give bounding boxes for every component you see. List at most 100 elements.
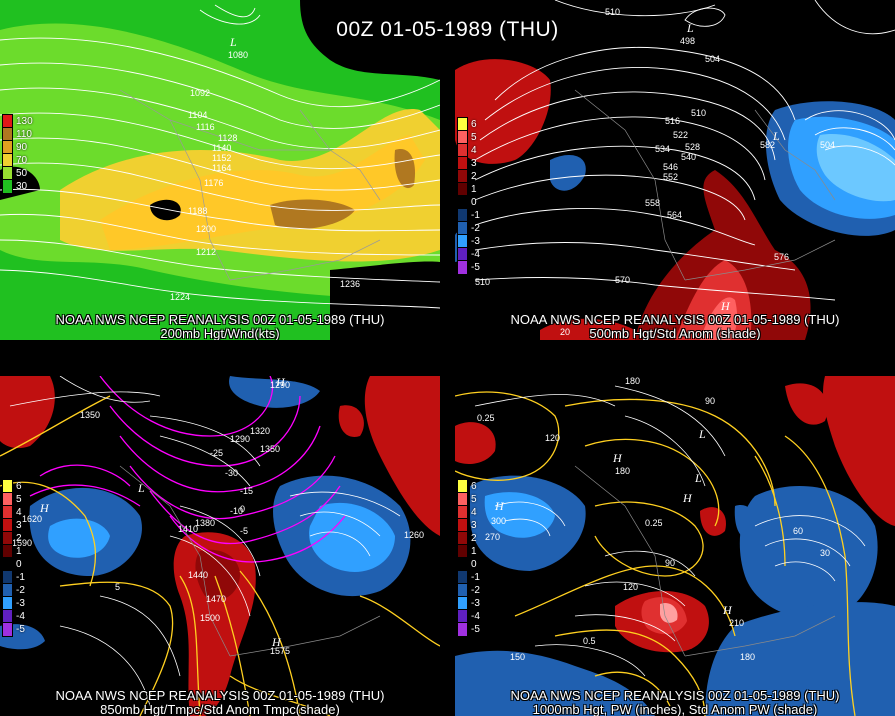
legend-label: 1 <box>471 184 477 195</box>
contour-label: 0 <box>240 504 245 514</box>
legend-label: -3 <box>16 598 25 609</box>
contour-label: 510 <box>691 108 706 118</box>
caption-line1: NOAA NWS NCEP REANALYSIS 00Z 01-05-1989 … <box>55 688 385 703</box>
high-marker: H <box>722 603 733 617</box>
contour-label: 1470 <box>206 594 226 604</box>
contour-label: -10 <box>230 506 243 516</box>
contour-label: 120 <box>623 582 638 592</box>
contour-label: 300 <box>491 516 506 526</box>
caption-line2: 1000mb Hgt, PW (inches), Std Anom PW (sh… <box>532 702 818 716</box>
contour-label: 1575 <box>270 646 290 656</box>
contour-label: 1290 <box>270 380 290 390</box>
caption-line2: 200mb Hgt/Wnd(kts) <box>160 326 280 341</box>
contour-label: 558 <box>645 198 660 208</box>
legend-label: 3 <box>471 158 477 169</box>
legend-label: 50 <box>16 168 28 179</box>
legend-label: 3 <box>16 520 22 531</box>
contour-label: 522 <box>673 130 688 140</box>
legend-label: -2 <box>16 585 25 596</box>
contour-label: 180 <box>625 376 640 386</box>
panel-200mb-map: 1080 1092 1104 1116 1128 1140 1152 1164 … <box>0 0 440 340</box>
contour-label: 576 <box>774 252 789 262</box>
legend-label: 2 <box>471 533 477 544</box>
legend-label: 4 <box>471 507 477 518</box>
legend-label: 0 <box>471 559 477 570</box>
contour-label: -25 <box>210 448 223 458</box>
high-marker: H <box>612 451 623 465</box>
legend-label: 6 <box>471 481 477 492</box>
contour-label: 1440 <box>188 570 208 580</box>
low-marker: L <box>698 427 706 441</box>
contour-label: 1590 <box>12 538 32 548</box>
contour-label: 1128 <box>218 133 237 143</box>
contour-label: 516 <box>665 116 680 126</box>
contour-label: 1200 <box>196 224 216 234</box>
map-850mb: 1380 1290 1350 1320 1290 1350 1380 1410 … <box>0 376 440 716</box>
legend-label: 2 <box>471 171 477 182</box>
legend-label: 6 <box>16 481 22 492</box>
legend-label: 30 <box>16 181 28 192</box>
high-marker: H <box>39 501 50 515</box>
legend-label: 110 <box>16 129 32 140</box>
contour-label: 60 <box>793 526 803 536</box>
contour-label: 546 <box>663 162 678 172</box>
contour-label: 534 <box>655 144 670 154</box>
contour-label: -15 <box>240 486 253 496</box>
high-marker: H <box>494 499 505 513</box>
contour-label: 1350 <box>260 444 280 454</box>
legend-label: 3 <box>471 520 477 531</box>
contour-label: 20 <box>560 327 570 337</box>
low-marker: L <box>694 471 702 485</box>
contour-label: 510 <box>475 277 490 287</box>
legend-label: 0 <box>16 559 22 570</box>
legend-850mb: 6 5 4 3 2 1 0 -1 -2 -3 -4 -5 <box>2 479 38 637</box>
high-marker: H <box>271 635 282 649</box>
contour-label: 1260 <box>404 530 424 540</box>
contour-label: 1140 <box>212 143 231 153</box>
caption-line1: NOAA NWS NCEP REANALYSIS 00Z 01-05-1989 … <box>510 688 840 703</box>
contour-label: 210 <box>729 618 744 628</box>
contour-label: 1188 <box>188 206 207 216</box>
contour-label: 270 <box>485 532 500 542</box>
contour-label: 552 <box>663 172 678 182</box>
caption-line1: NOAA NWS NCEP REANALYSIS 00Z 01-05-1989 … <box>55 312 385 327</box>
contour-label: 1410 <box>178 524 198 534</box>
contour-label: 1104 <box>188 110 207 120</box>
legend-swatch <box>2 179 13 194</box>
legend-label: -4 <box>16 611 25 622</box>
legend-label: 1 <box>16 546 22 557</box>
map-500mb: 510 498 504 510 516 522 528 534 540 546 … <box>455 0 895 340</box>
low-marker: L <box>772 129 780 143</box>
low-marker: L <box>229 35 237 49</box>
legend-label: -1 <box>471 572 480 583</box>
contour-label: 1116 <box>196 122 215 132</box>
contour-label: 1236 <box>340 279 360 289</box>
contour-label: 1380 <box>195 518 215 528</box>
legend-label: 5 <box>471 494 477 505</box>
contour-label: 1212 <box>196 247 216 257</box>
contour-label: 0.25 <box>477 413 495 423</box>
contour-label: 564 <box>667 210 682 220</box>
legend-label: 6 <box>471 119 477 130</box>
main-title: 00Z 01-05-1989 (THU) <box>336 18 559 41</box>
contour-label: 1092 <box>190 88 210 98</box>
legend-swatch <box>2 622 13 637</box>
legend-label: -5 <box>471 262 480 273</box>
low-marker: L <box>686 21 694 35</box>
caption-line1: NOAA NWS NCEP REANALYSIS 00Z 01-05-1989 … <box>510 312 840 327</box>
contour-label: 180 <box>615 466 630 476</box>
panel-500mb-map: 510 498 504 510 516 522 528 534 540 546 … <box>455 0 895 340</box>
contour-label: 180 <box>740 652 755 662</box>
legend-label: 5 <box>471 132 477 143</box>
legend-label: 2 <box>16 533 22 544</box>
contour-label: 5 <box>115 582 120 592</box>
contour-label: 1224 <box>170 292 190 302</box>
legend-swatch <box>457 260 468 275</box>
legend-label: -1 <box>471 210 480 221</box>
contour-label: 504 <box>820 140 835 150</box>
legend-label: -4 <box>471 611 480 622</box>
map-1000mb: 180 90 120 180 270 300 0.25 0.5 30 60 90… <box>455 376 895 716</box>
contour-label: 1080 <box>228 50 248 60</box>
legend-500mb: 6 5 4 3 2 1 0 -1 -2 -3 -4 -5 <box>457 117 493 275</box>
panel-1000mb-map: 180 90 120 180 270 300 0.25 0.5 30 60 90… <box>455 376 895 716</box>
